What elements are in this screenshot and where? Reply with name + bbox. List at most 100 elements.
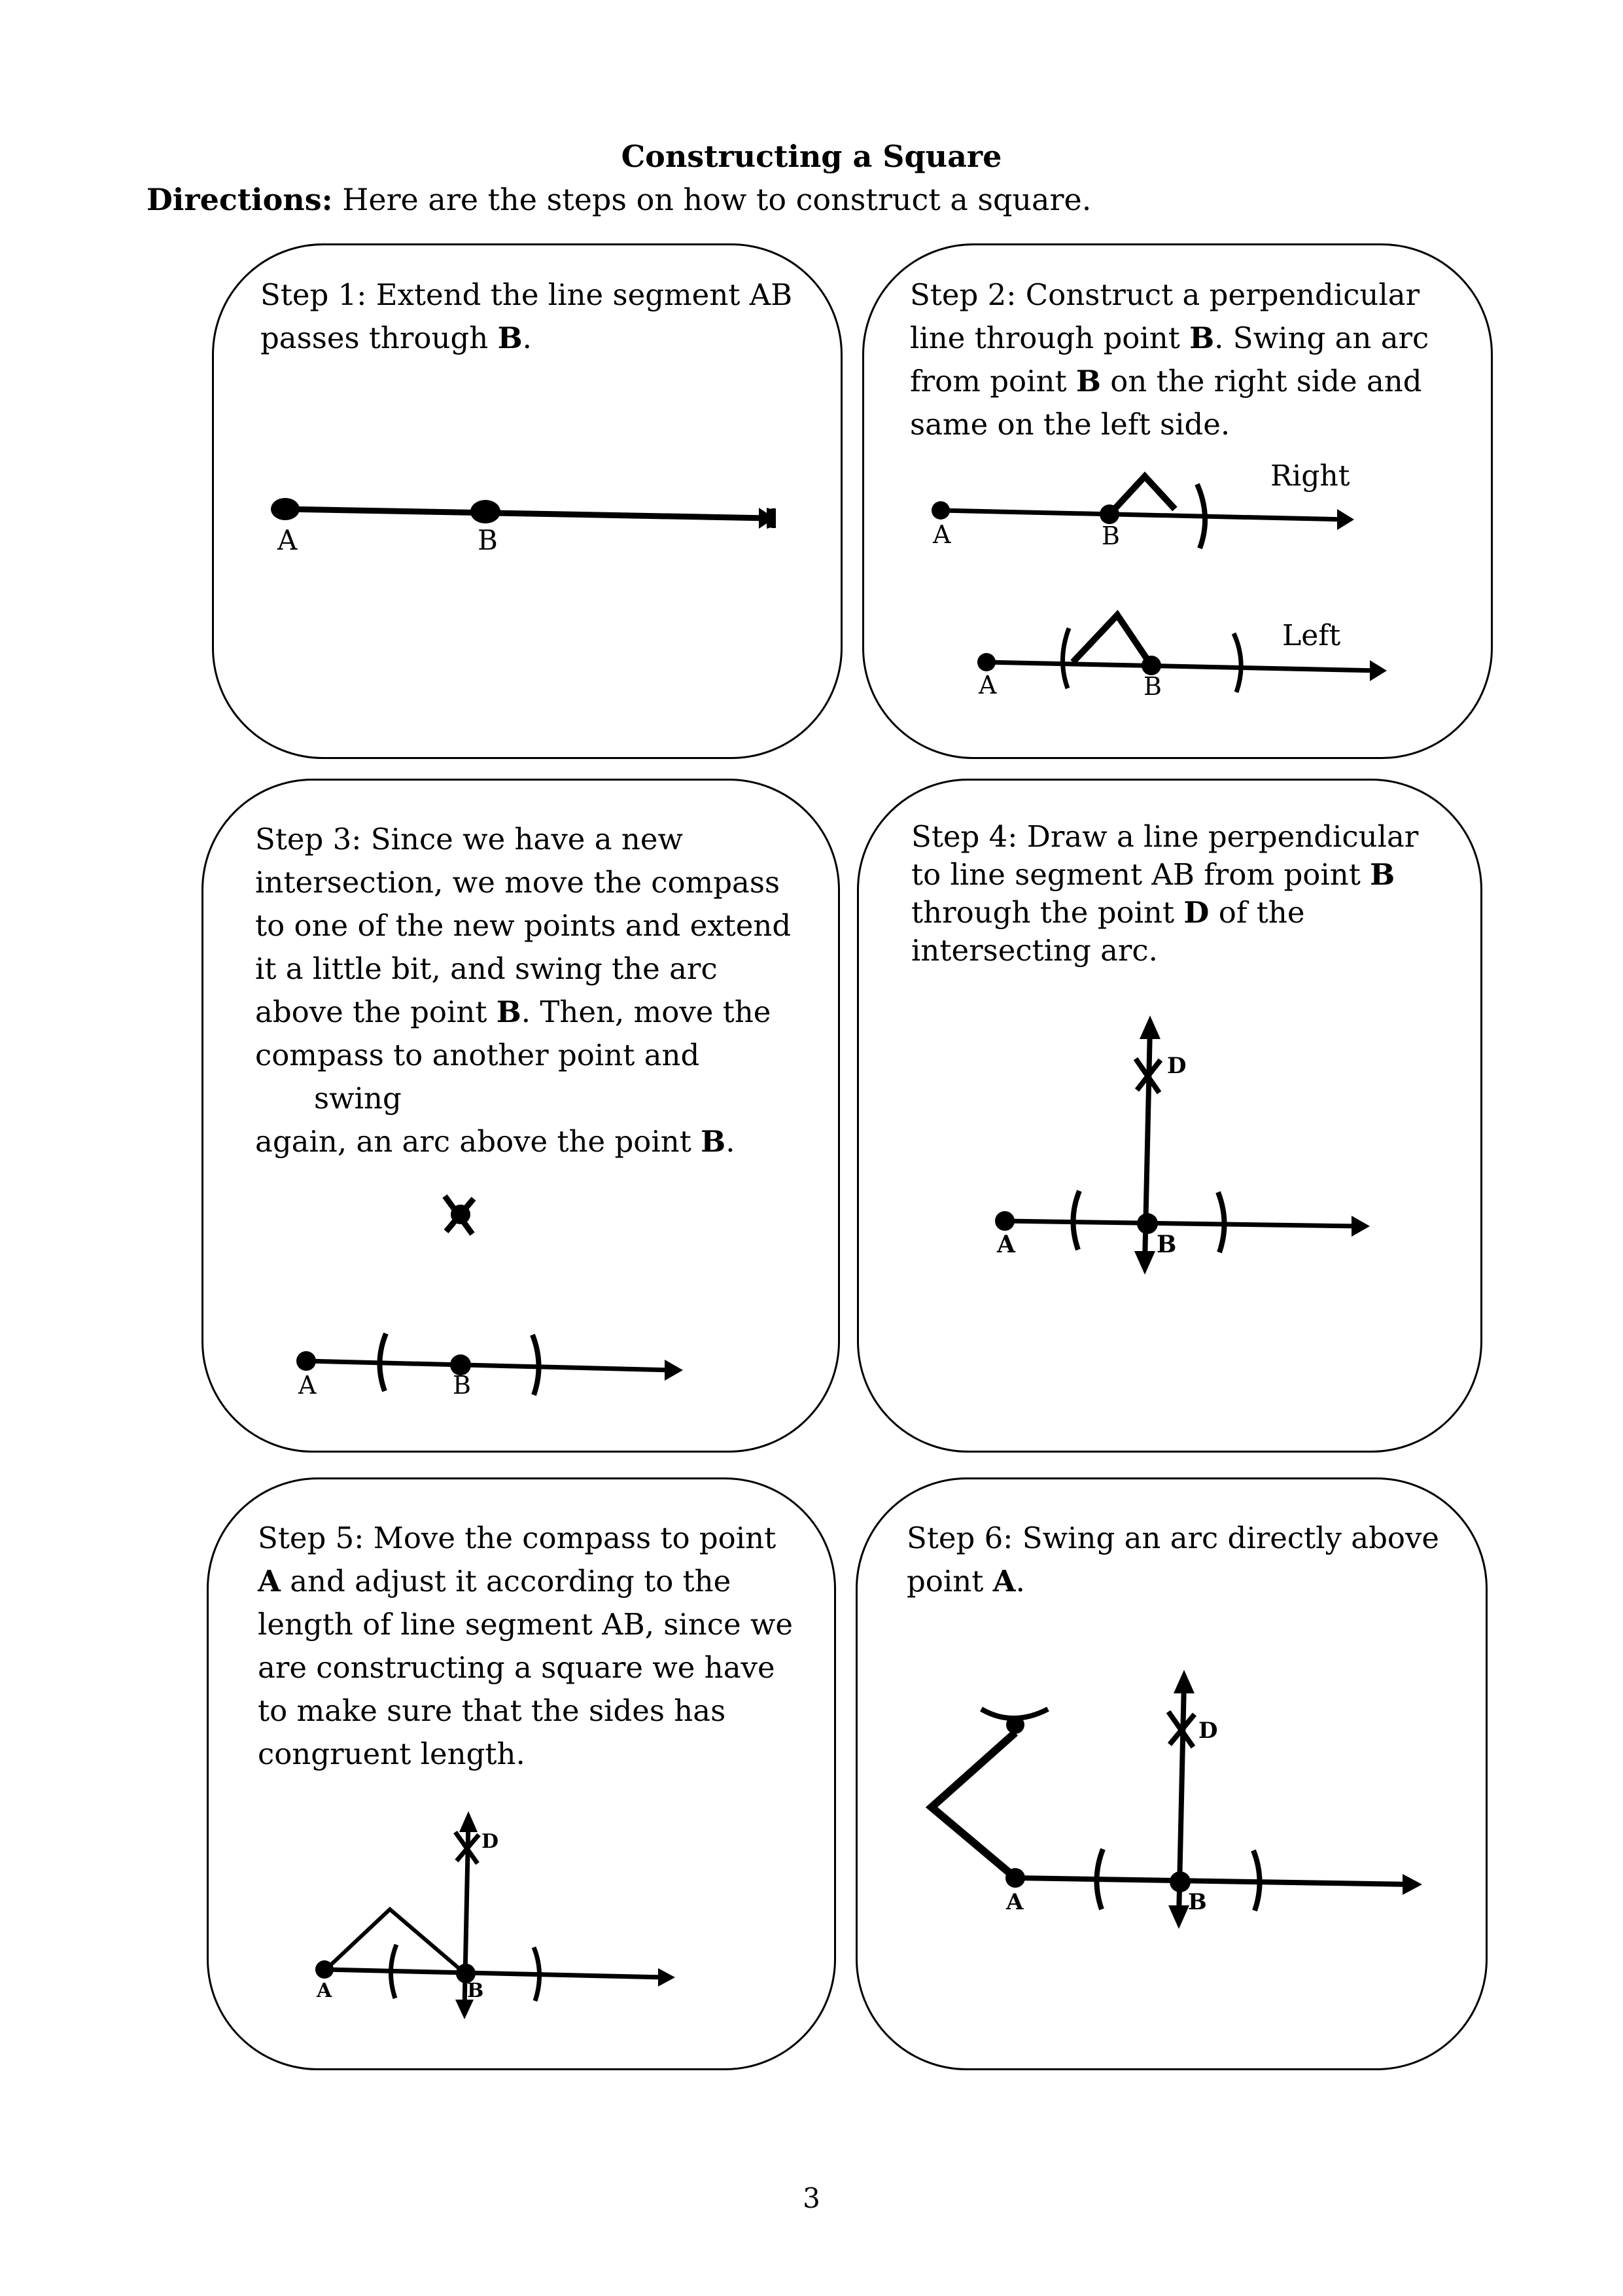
step-4-label-a: A: [996, 1231, 1016, 1258]
step-2-label-b-lower: B: [1143, 672, 1162, 701]
text-run: swing: [314, 1081, 402, 1116]
step-4-arc-right: [1215, 1191, 1227, 1254]
text-run: and adjust it according to the: [280, 1564, 731, 1598]
step-6-card: [856, 1477, 1488, 2070]
step-text-line: Step 2: Construct a perpendicular: [910, 274, 1429, 317]
step-2-label-a-upper: A: [932, 520, 951, 549]
step-3-label-a: A: [298, 1371, 317, 1400]
step-1-card: [212, 243, 843, 759]
step-text-line: congruent length.: [258, 1733, 793, 1776]
text-run: length of line segment AB, since we: [258, 1607, 794, 1642]
step-2-point-a-upper: [932, 501, 950, 520]
text-run: same on the left side.: [910, 407, 1230, 442]
step-text-line: Step 3: Since we have a new: [255, 818, 791, 861]
step-text-line: above the point B. Then, move the: [255, 991, 791, 1034]
bold-point-label: B: [497, 321, 523, 355]
step-5-ray: [324, 1967, 665, 1980]
step-text-line: compass to another point and: [255, 1034, 791, 1077]
step-6-arrowhead-down: [1168, 1905, 1189, 1929]
text-run: above the point: [255, 995, 497, 1029]
step-text-line: to one of the new points and extend: [255, 904, 791, 947]
step-text-line: through the point D of the: [911, 894, 1418, 932]
step-2-ray-lower: [986, 660, 1380, 673]
step-3-ray: [305, 1358, 673, 1373]
step-1-diagram: A B: [271, 498, 776, 556]
step-4-ray: [1004, 1218, 1360, 1229]
step-6-diagram: D A B: [925, 1670, 1422, 1929]
step-1-label-a: A: [277, 524, 298, 556]
step-text-line: length of line segment AB, since we: [258, 1603, 793, 1646]
step-6-point-b: [1170, 1871, 1191, 1892]
step-2-arrowhead-upper: [1337, 509, 1354, 530]
text-run: it a little bit, and swing the arc: [255, 951, 718, 986]
step-5-arrowhead-up: [459, 1811, 478, 1832]
text-run: to one of the new points and extend: [255, 908, 792, 943]
step-6-compass: [925, 1729, 1018, 1880]
step-text-line: Step 6: Swing an arc directly above: [907, 1517, 1439, 1560]
step-text-line: same on the left side.: [910, 403, 1429, 446]
step-text-line: intersecting arc.: [911, 932, 1418, 970]
step-3-card: [201, 779, 840, 1453]
step-4-label-d: D: [1167, 1053, 1186, 1079]
step-4-arrowhead-right: [1352, 1216, 1370, 1237]
text-run: compass to another point and: [255, 1038, 700, 1072]
step-6-text: Step 6: Swing an arc directly above point…: [907, 1517, 1439, 1603]
step-4-card: [857, 779, 1482, 1453]
step-2-label-right: Right: [1270, 459, 1350, 493]
text-run: Step 6: Swing an arc directly above: [907, 1521, 1440, 1555]
text-run: congruent length.: [258, 1737, 525, 1771]
page-number: 3: [803, 2182, 820, 2214]
step-6-arrowhead-right: [1403, 1874, 1422, 1895]
step-text-line: again, an arc above the point B.: [255, 1120, 791, 1163]
text-run: intersection, we move the compass: [255, 865, 780, 900]
step-5-card: [207, 1477, 836, 2070]
step-2-ray-upper: [940, 508, 1347, 522]
step-5-point-b: [456, 1964, 476, 1983]
bold-point-label: B: [1189, 321, 1215, 355]
text-run: of the: [1209, 895, 1305, 930]
text-run: from point: [910, 364, 1076, 398]
step-text-line: are constructing a square we have: [258, 1646, 793, 1689]
step-4-point-a: [995, 1211, 1015, 1231]
step-1-text: Step 1: Extend the line segment AB passes…: [260, 274, 792, 360]
step-2-label-a-lower: A: [978, 671, 997, 699]
bold-point-label: A: [258, 1564, 281, 1598]
step-3-point-a: [296, 1351, 316, 1371]
text-run: on the right side and: [1100, 364, 1422, 398]
bold-point-label: A: [992, 1564, 1016, 1598]
step-4-arrowhead-up: [1140, 1016, 1161, 1039]
step-text-line: passes through B.: [260, 317, 792, 360]
bold-point-label: B: [1075, 364, 1101, 398]
text-run: point: [907, 1564, 993, 1598]
directions: Directions: Here are the steps on how to…: [147, 182, 1091, 217]
step-2-compass-right: [1109, 471, 1178, 514]
step-6-ray: [1015, 1875, 1412, 1887]
step-text-line: Step 1: Extend the line segment AB: [260, 274, 792, 317]
step-text-line: Step 4: Draw a line perpendicular: [911, 818, 1418, 856]
step-text-line: swing: [255, 1077, 791, 1120]
step-5-compass: [323, 1906, 463, 1973]
step-text-line: point A.: [907, 1560, 1439, 1603]
bold-point-label: B: [496, 995, 521, 1029]
step-5-label-a: A: [316, 1979, 332, 2002]
step-6-label-d: D: [1198, 1718, 1217, 1744]
step-5-diagram: D A B: [315, 1811, 675, 2019]
step-4-arc-left: [1070, 1190, 1082, 1251]
step-6-point-a: [1005, 1868, 1025, 1888]
step-4-label-b: B: [1157, 1231, 1176, 1258]
directions-label: Directions:: [147, 182, 333, 217]
step-text-line: to line segment AB from point B: [911, 856, 1418, 894]
step-5-text: Step 5: Move the compass to point A and a…: [258, 1517, 793, 1776]
step-2-point-a-lower: [977, 653, 996, 671]
step-1-point-a: [271, 498, 300, 520]
directions-text: Here are the steps on how to construct a…: [332, 182, 1092, 217]
step-6-cross-d-2: [1167, 1712, 1197, 1746]
step-4-arrowhead-down: [1134, 1251, 1155, 1275]
step-3-diagram: A B: [296, 1194, 683, 1400]
text-run: .: [522, 321, 532, 355]
step-text-line: A and adjust it according to the: [258, 1560, 793, 1603]
text-run: Step 5: Move the compass to point: [258, 1521, 777, 1555]
text-run: Step 4: Draw a line perpendicular: [911, 819, 1419, 854]
bold-point-label: D: [1183, 895, 1210, 930]
step-3-intersection-point: [451, 1205, 470, 1224]
